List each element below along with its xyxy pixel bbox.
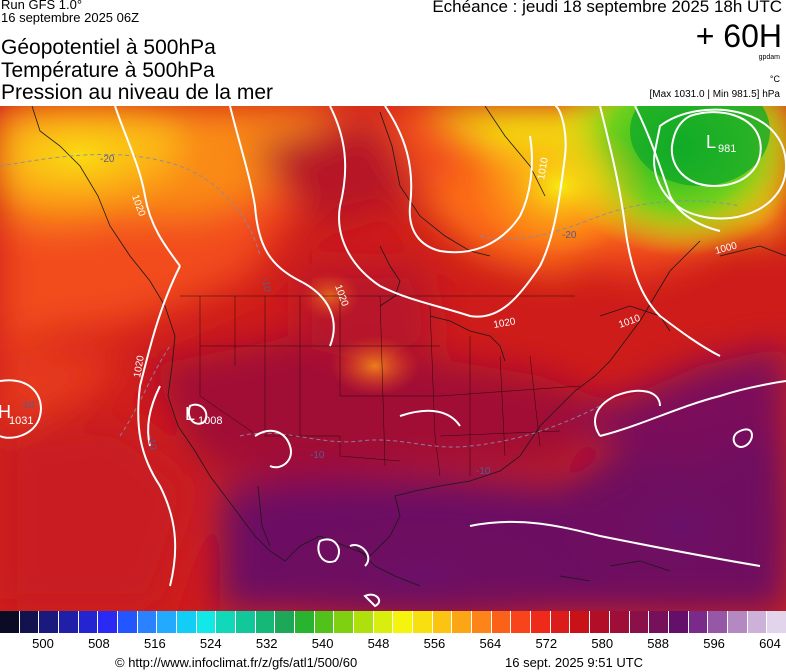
isobar-labels: 1020 1020 1020 1020 1010 1010 1000: [129, 156, 739, 378]
color-scale-tick-label: 524: [199, 636, 222, 651]
color-scale-tick-label: 508: [88, 636, 110, 651]
isobar-label: 1020: [493, 316, 517, 331]
pressure-max-min: [Max 1031.0 | Min 981.5] hPa: [649, 89, 780, 100]
color-scale-tick-label: 604: [759, 636, 781, 651]
temperature-label: -10: [310, 450, 325, 461]
color-scale-swatch: [747, 611, 768, 633]
map-title-line-3: Pression au niveau de la mer: [1, 81, 273, 104]
color-scale-tick-label: 556: [423, 636, 446, 651]
color-scale-swatch: [491, 611, 512, 633]
color-scale-swatch: [295, 611, 315, 633]
color-scale-tick-label: 580: [591, 636, 614, 651]
temperature-label: -10: [20, 400, 35, 411]
color-scale-tick-label: 516: [143, 636, 166, 651]
low-pressure-marker: L: [706, 132, 716, 152]
model-run-label: Run GFS 1.0°: [1, 0, 83, 12]
color-scale-swatch: [19, 611, 40, 633]
color-scale-swatch: [472, 611, 492, 633]
color-scale-swatch: [688, 611, 709, 633]
color-scale-tick-label: 540: [311, 636, 334, 651]
temperature-label: -10: [145, 435, 158, 452]
color-scale-swatch: [570, 611, 591, 633]
color-scale-swatch: [0, 611, 20, 633]
geopotential-color-scale: [0, 611, 786, 633]
weather-map: L 981 L 1008 H 1031 1020 1020 1020 1020 …: [0, 106, 786, 611]
color-scale-swatch: [649, 611, 669, 633]
color-scale-swatch: [708, 611, 728, 633]
color-scale-swatch: [216, 611, 237, 633]
high-pressure-marker: H: [0, 402, 11, 422]
low-pressure-value: 981: [718, 143, 736, 155]
geopotential-color-field: [0, 106, 786, 611]
pressure-centers: L 981 L 1008 H 1031: [0, 132, 736, 427]
color-scale-swatch: [727, 611, 748, 633]
color-scale-swatch: [78, 611, 99, 633]
color-scale-tick-label: 500: [32, 636, 54, 651]
forecast-lead-time: + 60H: [695, 18, 782, 54]
color-scale-swatch: [39, 611, 60, 633]
color-scale-swatch: [531, 611, 551, 633]
temperature-label: -20: [562, 230, 577, 241]
color-scale-swatch: [432, 611, 453, 633]
temperature-label: -10: [259, 277, 272, 294]
color-scale-swatch: [413, 611, 433, 633]
color-scale-swatch: [668, 611, 689, 633]
color-scale-swatch: [609, 611, 630, 633]
color-scale-swatch: [354, 611, 374, 633]
color-scale-swatch: [157, 611, 178, 633]
temperature-label: -10: [476, 466, 491, 477]
color-scale-swatch: [767, 611, 786, 633]
coastlines-and-borders: [31, 106, 786, 587]
us-state-borders: [180, 295, 581, 477]
color-scale-swatch: [118, 611, 138, 633]
color-scale-swatch: [314, 611, 335, 633]
color-scale-tick-label: 532: [255, 636, 278, 651]
color-scale-swatch: [629, 611, 650, 633]
color-scale-swatch: [255, 611, 276, 633]
high-pressure-value: 1031: [9, 415, 33, 427]
source-url: © http://www.infoclimat.fr/z/gfs/atl1/50…: [115, 655, 358, 670]
temperature-unit: °C: [769, 74, 780, 84]
temperature-isotherms: [0, 153, 741, 448]
color-scale-swatch: [275, 611, 296, 633]
isobars: [0, 106, 786, 608]
model-run-date: 16 septembre 2025 06Z: [1, 10, 140, 25]
color-scale-swatch: [236, 611, 256, 633]
color-scale-swatch: [59, 611, 79, 633]
geopotential-unit: gpdam: [758, 54, 780, 61]
forecast-valid-time: Echéance : jeudi 18 septembre 2025 18h U…: [432, 0, 782, 16]
color-scale-swatch: [373, 611, 394, 633]
color-scale-swatch: [511, 611, 532, 633]
color-scale-tick-label: 596: [703, 636, 725, 651]
isobar-label: 1020: [132, 354, 147, 378]
color-scale-swatch: [393, 611, 414, 633]
map-title-line-1: Géopotentiel à 500hPa: [1, 36, 216, 59]
color-scale-swatch: [137, 611, 158, 633]
color-scale-tick-label: 588: [647, 636, 669, 651]
color-scale-swatch: [452, 611, 473, 633]
temperature-labels: -20 -20 -10 -10 -10 -10 -10: [20, 154, 577, 477]
low-pressure-value: 1008: [198, 415, 222, 427]
color-scale-tick-label: 564: [479, 636, 502, 651]
color-scale-swatch: [590, 611, 610, 633]
color-scale-swatch: [550, 611, 571, 633]
color-scale-swatch: [98, 611, 119, 633]
color-scale-swatch: [196, 611, 217, 633]
temperature-label: -20: [100, 154, 115, 165]
low-pressure-marker: L: [185, 404, 195, 424]
color-scale-tick-label: 572: [535, 636, 558, 651]
color-scale-tick-label: 548: [367, 636, 390, 651]
color-scale-swatch: [334, 611, 355, 633]
map-title-line-2: Température à 500hPa: [1, 59, 215, 82]
isobar-label: 1010: [536, 156, 551, 180]
color-scale-swatch: [177, 611, 197, 633]
generation-time: 16 sept. 2025 9:51 UTC: [505, 655, 644, 670]
